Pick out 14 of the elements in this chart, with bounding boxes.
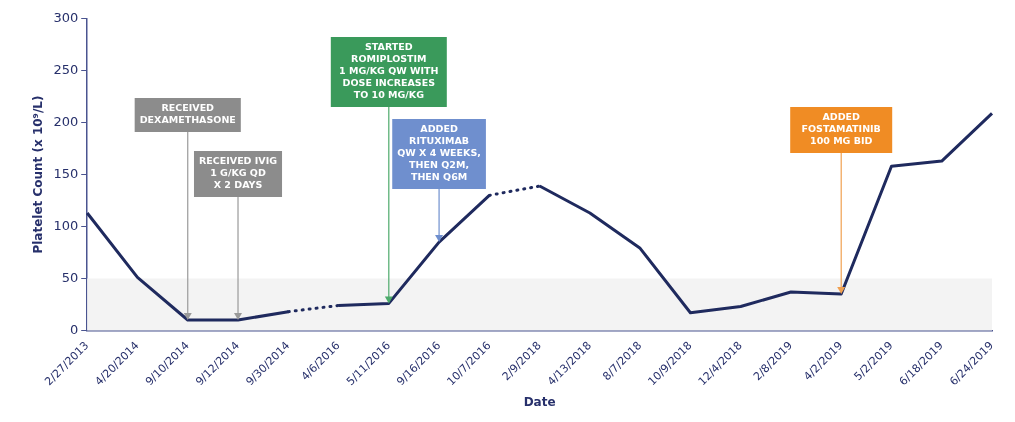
y-tick-label: 250 — [53, 62, 79, 78]
y-tick-label: 50 — [61, 269, 79, 285]
x-axis-title: Date — [523, 394, 556, 409]
annotation: STARTED ROMIPLOSTIM 1 MG/KG QW WITH DOSE INCREASES TO 10 MG/KG — [339, 41, 439, 101]
y-tick-label: 100 — [53, 217, 79, 233]
annotation: RECEIVED DEXAMETHASONE — [139, 102, 236, 126]
y-tick-label: 200 — [53, 114, 79, 130]
y-tick-label: 150 — [53, 165, 79, 181]
y-tick-label: 0 — [69, 321, 79, 337]
annotation: RECEIVED IVIG 1 G/KG QD X 2 DAYS — [198, 155, 278, 191]
annotation: ADDED FOSTAMATINIB 100 MG BID — [801, 111, 881, 147]
annotation: ADDED RITUXIMAB QW X 4 WEEKS, THEN Q2M, THEN Q6M — [397, 123, 481, 183]
y-axis-title: Platelet Count (x 10⁹/L) — [31, 95, 46, 254]
y-tick-label: 300 — [53, 10, 79, 26]
